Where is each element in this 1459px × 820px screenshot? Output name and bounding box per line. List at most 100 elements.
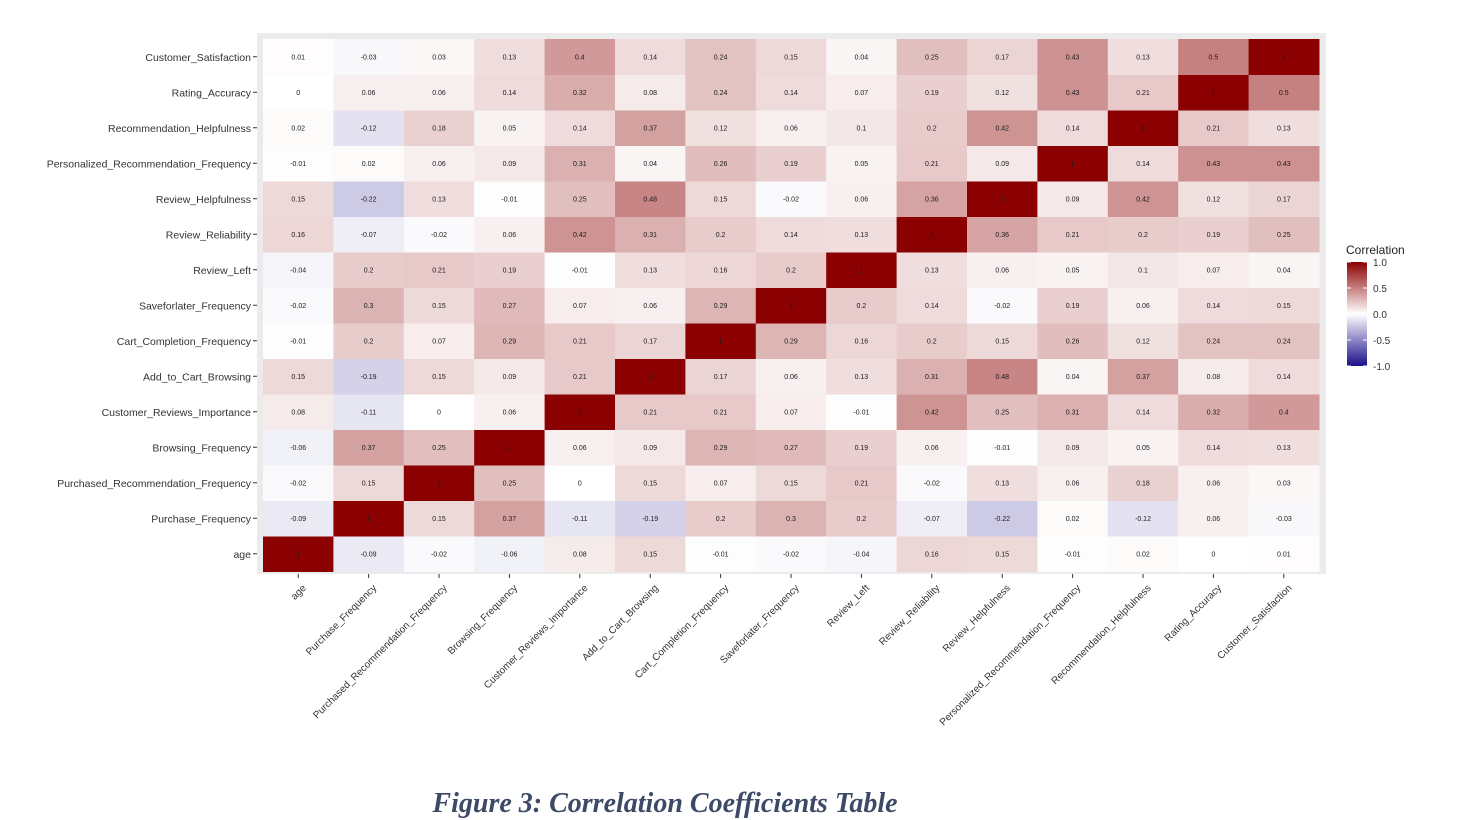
cell-value-label: 0.2 <box>857 516 867 523</box>
heatmap-cell <box>1248 287 1320 324</box>
heatmap-cell <box>544 500 616 537</box>
cell-value-label: -0.01 <box>572 267 588 274</box>
cell-value-label: 0.5 <box>1279 90 1289 97</box>
cell-value-label: 0.08 <box>291 409 305 416</box>
heatmap-cell <box>826 358 898 395</box>
cell-value-label: -0.07 <box>924 516 940 523</box>
cell-value-label: -0.01 <box>853 409 869 416</box>
cell-value-label: 0.43 <box>1277 161 1291 168</box>
cell-value-label: 0.19 <box>925 90 939 97</box>
heatmap-cell <box>474 287 546 324</box>
cell-value-label: 0.17 <box>995 54 1009 61</box>
heatmap-cell <box>1178 500 1250 537</box>
cell-value-label: 0.25 <box>925 54 939 61</box>
cell-value-label: 0 <box>437 409 441 416</box>
cell-value-label: 0.32 <box>1207 409 1221 416</box>
y-tick-label: Browsing_Frequency <box>152 442 251 454</box>
cell-value-label: 0.06 <box>784 374 798 381</box>
heatmap-cell <box>615 145 686 182</box>
heatmap-cell <box>544 323 616 359</box>
cell-value-label: 0.3 <box>364 303 374 310</box>
cell-value-label: 0.21 <box>714 409 728 416</box>
x-tick-label: Purchased_Recommendation_Frequency <box>311 583 449 721</box>
heatmap-cell <box>755 145 827 182</box>
heatmap-cell <box>544 216 616 253</box>
heatmap-cell <box>1037 110 1109 146</box>
cell-value-label: 1 <box>719 338 723 345</box>
heatmap-cell <box>403 500 475 537</box>
y-tick-label: Review_Helpfulness <box>156 194 251 206</box>
x-tick-label: Browsing_Frequency <box>446 583 520 657</box>
cell-value-label: 0.06 <box>503 409 517 416</box>
heatmap-cell <box>896 181 968 217</box>
cell-value-label: 0.15 <box>362 480 376 487</box>
cell-value-label: 0.07 <box>714 480 728 487</box>
cell-value-label: 0.25 <box>503 480 517 487</box>
heatmap-cell <box>1037 287 1109 324</box>
heatmap-cell <box>826 110 898 146</box>
heatmap-cell <box>967 252 1038 288</box>
heatmap-cell <box>333 145 405 182</box>
cell-value-label: -0.12 <box>1135 516 1151 523</box>
cell-value-label: 0.15 <box>643 551 657 558</box>
cell-value-label: 0.17 <box>643 338 657 345</box>
heatmap-cell <box>755 394 827 430</box>
heatmap-cell <box>1248 252 1320 288</box>
heatmap-cell <box>1107 465 1179 501</box>
cell-value-label: 0.43 <box>1207 161 1221 168</box>
heatmap-cell <box>896 110 968 146</box>
heatmap-cell <box>755 74 827 111</box>
cell-value-label: 0.01 <box>291 54 305 61</box>
x-tick-label: Saveforlater_Frequency <box>718 583 801 666</box>
heatmap-cell <box>896 252 968 288</box>
heatmap-cell <box>896 74 968 111</box>
heatmap-cell <box>333 74 405 111</box>
heatmap-cell <box>263 110 334 146</box>
heatmap-cell <box>826 287 898 324</box>
legend-title: Correlation <box>1346 243 1405 257</box>
cell-value-label: 0.02 <box>362 161 376 168</box>
cell-value-label: 0.06 <box>1207 480 1221 487</box>
heatmap-cell <box>615 181 686 217</box>
heatmap-cell <box>263 39 334 75</box>
heatmap-cell <box>967 110 1038 146</box>
cell-value-label: 1 <box>1141 125 1145 132</box>
heatmap-cell <box>544 394 616 430</box>
heatmap-cell <box>967 181 1038 217</box>
cell-value-label: 0.25 <box>573 196 587 203</box>
cell-value-label: 0.2 <box>364 267 374 274</box>
heatmap-cell <box>263 465 334 501</box>
heatmap-cell <box>474 465 546 501</box>
heatmap-cell <box>1107 500 1179 537</box>
heatmap-cell <box>403 145 475 182</box>
cell-value-label: 0.13 <box>995 480 1009 487</box>
cell-value-label: 0.2 <box>1138 232 1148 239</box>
heatmap-cell <box>263 252 334 288</box>
cell-value-label: 0.15 <box>432 303 446 310</box>
cell-value-label: 0.19 <box>1207 232 1221 239</box>
heatmap-cell <box>896 39 968 75</box>
heatmap-cell <box>967 358 1038 395</box>
cell-value-label: 0.2 <box>364 338 374 345</box>
cell-value-label: 0.05 <box>855 161 869 168</box>
heatmap-cell <box>685 358 757 395</box>
cell-value-label: 1 <box>1211 90 1215 97</box>
heatmap-cell <box>1178 252 1250 288</box>
cell-value-label: 0.31 <box>925 374 939 381</box>
legend-tick-label: 0.0 <box>1373 310 1387 321</box>
cell-value-label: 0.06 <box>855 196 869 203</box>
legend: Correlation 1.0 0.5 0.0 -0.5 -1.0 <box>1346 243 1405 373</box>
heatmap-cell <box>333 323 405 359</box>
heatmap-cell <box>1037 500 1109 537</box>
cell-value-label: 0.04 <box>1277 267 1291 274</box>
cell-value-label: 0.06 <box>362 90 376 97</box>
cell-value-label: 0.09 <box>995 161 1009 168</box>
cell-value-label: 0.04 <box>643 161 657 168</box>
cell-value-label: 0.06 <box>643 303 657 310</box>
heatmap-cell <box>263 358 334 395</box>
heatmap-cell <box>685 110 757 146</box>
cell-value-label: 0.21 <box>855 480 869 487</box>
heatmap-cell <box>826 145 898 182</box>
legend-tick-label: 1.0 <box>1373 258 1387 269</box>
heatmap-cell <box>1107 252 1179 288</box>
